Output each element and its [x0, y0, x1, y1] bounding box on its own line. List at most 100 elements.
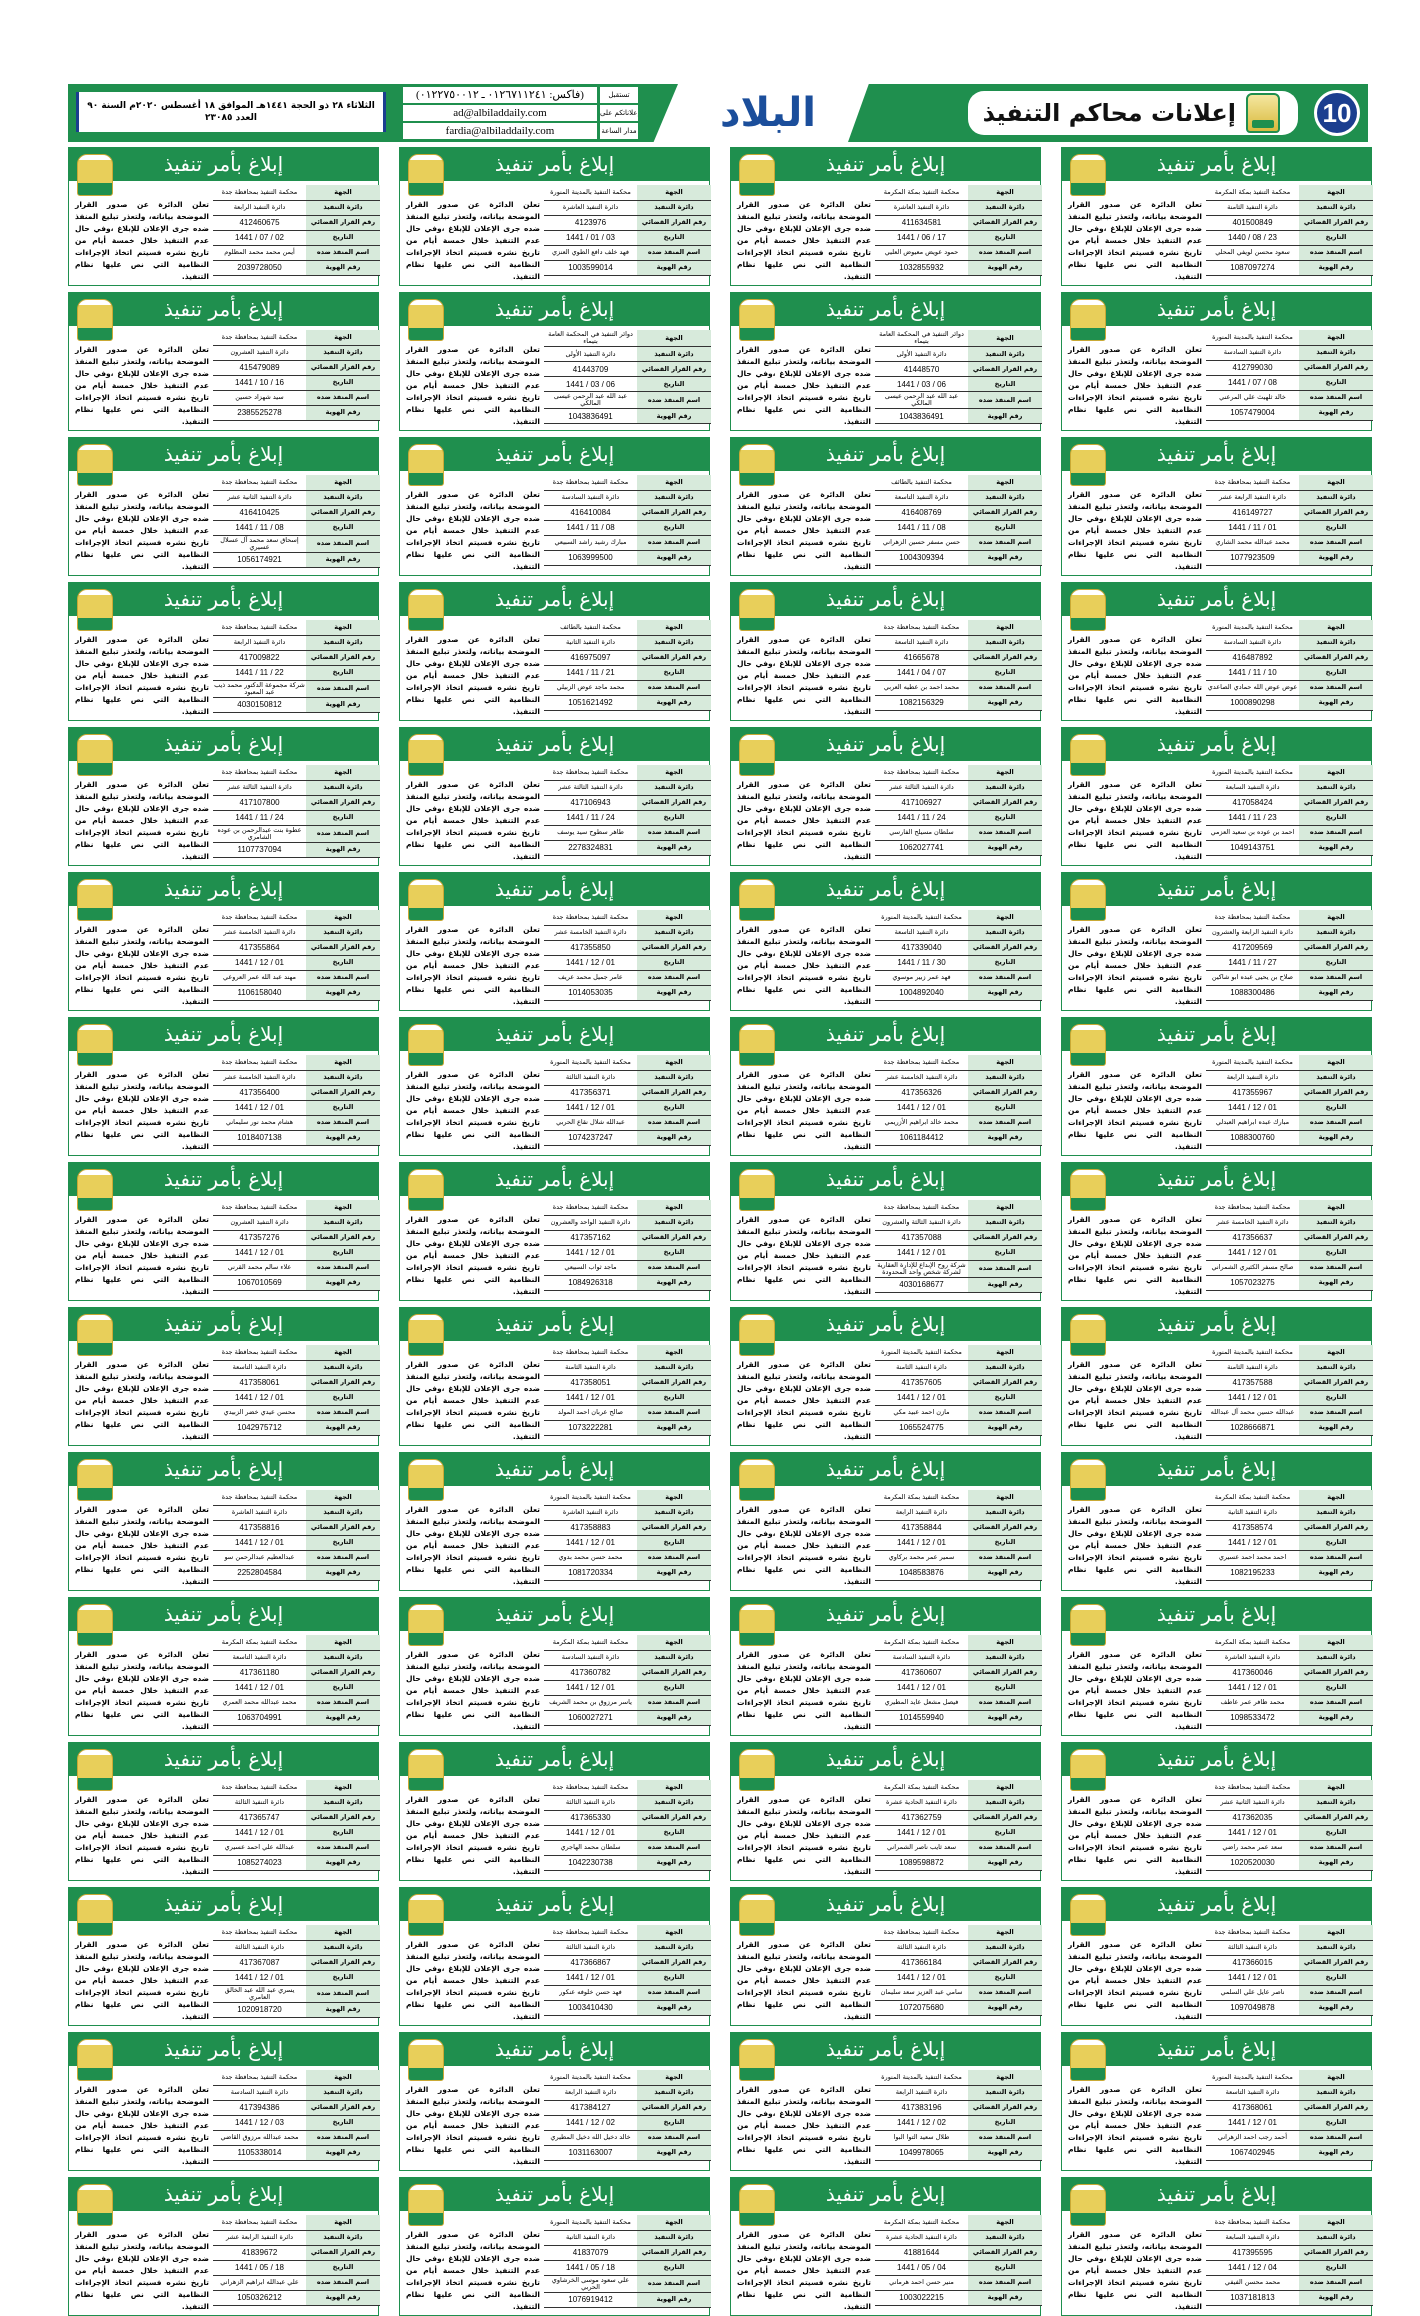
court-emblem-icon [408, 1024, 444, 1066]
notice-content: تعلن الدائرة عن صدور القرار الموضحة بيان… [400, 181, 711, 285]
field-label: رقم القرار القضائي [306, 1375, 380, 1391]
notice-row: اسم المنفذ ضده عطوة بنت عبدالرحمن بن عوده… [213, 825, 380, 843]
field-value: 01 / 12 / 1441 [1206, 1245, 1299, 1261]
execution-notice: إبلاغ بأمر تنفيذ تعلن الدائرة عن صدور الق… [399, 2177, 711, 2316]
notice-title: إبلاغ بأمر تنفيذ [163, 587, 284, 611]
notice-row: التاريخ 23 / 11 / 1441 [1206, 810, 1373, 826]
field-label: الجهة [1299, 910, 1373, 926]
field-value: 1032855932 [875, 260, 968, 276]
contact-email-ads[interactable]: ad@albiladdaily.com [403, 105, 597, 121]
field-value: 1077923509 [1206, 550, 1299, 566]
field-label: الجهة [306, 1635, 380, 1651]
field-value: احمد بن عوده بن سعيد العزمي [1206, 825, 1299, 841]
notice-row: الجهة محكمة التنفيذ بمكة المكرمة [875, 1780, 1042, 1796]
field-label: دائرة التنفيذ [306, 1940, 380, 1956]
field-value: دائرة التنفيذ الثالثة [544, 1070, 637, 1086]
field-label: رقم الهوية [1299, 1130, 1373, 1146]
field-value: 1063999500 [544, 550, 637, 566]
field-label: رقم الهوية [637, 550, 711, 566]
notice-row: رقم القرار القضائي 417358051 [544, 1375, 711, 1391]
notice-content: تعلن الدائرة عن صدور القرار الموضحة بيان… [1062, 471, 1373, 575]
notice-row: رقم القرار القضائي 417394386 [213, 2100, 380, 2116]
notice-row: رقم الهوية 4030150812 [213, 697, 380, 713]
field-value: 41837079 [544, 2245, 637, 2261]
notice-row: رقم القرار القضائي 416487892 [1206, 650, 1373, 666]
field-label: اسم المنفذ ضده [968, 2275, 1042, 2291]
notice-row: الجهة محكمة التنفيذ بمحافظة جدة [213, 185, 380, 201]
field-value: 01 / 12 / 1441 [875, 1680, 968, 1696]
field-value: دائرة التنفيذ الثالثة عشر [213, 780, 306, 796]
notice-row: الجهة محكمة التنفيذ بمحافظة جدة [875, 1925, 1042, 1941]
field-label: التاريخ [637, 810, 711, 826]
field-label: التاريخ [637, 1680, 711, 1696]
field-value: محكمة التنفيذ بمحافظة جدة [213, 1200, 306, 1216]
field-label: التاريخ [306, 1680, 380, 1696]
notice-title: إبلاغ بأمر تنفيذ [494, 1602, 615, 1626]
field-value: 417395595 [1206, 2245, 1299, 2261]
notice-row: التاريخ 01 / 12 / 1441 [213, 1825, 380, 1841]
field-label: رقم الهوية [968, 1277, 1042, 1293]
notice-header: إبلاغ بأمر تنفيذ [731, 728, 1040, 776]
field-label: دائرة التنفيذ [637, 1215, 711, 1231]
field-value: دائرة التنفيذ السابعة [1206, 2230, 1299, 2246]
field-value: 41839672 [213, 2245, 306, 2261]
notice-row: رقم الهوية 1057023275 [1206, 1275, 1373, 1291]
field-label: اسم المنفذ ضده [306, 1840, 380, 1856]
field-value: 1043836491 [875, 408, 968, 424]
notice-title: إبلاغ بأمر تنفيذ [163, 152, 284, 176]
notice-row: الجهة محكمة التنفيذ بالمدينة المنورة [1206, 765, 1373, 781]
field-label: اسم المنفذ ضده [637, 825, 711, 841]
field-value: 1018407138 [213, 1130, 306, 1146]
field-value: 04 / 05 / 1441 [875, 2260, 968, 2276]
field-value: علاء سالم محمد القرني [213, 1260, 306, 1276]
notice-header: إبلاغ بأمر تنفيذ [1062, 148, 1371, 196]
field-value: محكمة التنفيذ بالمدينة المنورة [544, 1490, 637, 1506]
notice-body: تعلن الدائرة عن صدور القرار الموضحة بيان… [406, 925, 540, 1006]
field-value: محكمة التنفيذ بمكة المكرمة [1206, 185, 1299, 201]
field-value: 417358883 [544, 1520, 637, 1536]
field-value: 10 / 11 / 1441 [1206, 665, 1299, 681]
notice-row: اسم المنفذ ضده عامر جميل محمد عريف [544, 970, 711, 986]
field-label: اسم المنفذ ضده [306, 245, 380, 261]
field-label: رقم القرار القضائي [306, 650, 380, 666]
notice-row: الجهة محكمة التنفيذ بالطائف [875, 475, 1042, 491]
notice-content: تعلن الدائرة عن صدور القرار الموضحة بيان… [1062, 906, 1373, 1010]
notice-row: اسم المنفذ ضده مهند عبد الله عمر العروعي [213, 970, 380, 986]
notice-row: رقم الهوية 2252804584 [213, 1565, 380, 1581]
execution-notice: إبلاغ بأمر تنفيذ تعلن الدائرة عن صدور الق… [68, 147, 380, 286]
field-label: اسم المنفذ ضده [306, 970, 380, 986]
field-label: الجهة [306, 185, 380, 201]
notice-body: تعلن الدائرة عن صدور القرار الموضحة بيان… [406, 2085, 540, 2166]
field-label: رقم الهوية [1299, 840, 1373, 856]
court-emblem-icon [77, 444, 113, 486]
field-value: محكمة التنفيذ بمحافظة جدة [213, 475, 306, 491]
notice-row: دائرة التنفيذ دائرة التنفيذ الرابعة [1206, 1070, 1373, 1086]
notice-row: رقم القرار القضائي 4123976 [544, 215, 711, 231]
field-value: 06 / 03 / 1441 [875, 376, 968, 392]
notice-row: دائرة التنفيذ دائرة التنفيذ الثالثة عشر [544, 780, 711, 796]
notice-row: اسم المنفذ ضده محمد احمد بن عطيه العربي [875, 680, 1042, 696]
field-label: التاريخ [1299, 1680, 1373, 1696]
notice-row: الجهة محكمة التنفيذ بمحافظة جدة [213, 620, 380, 636]
contact-email-fardia[interactable]: fardia@albiladdaily.com [403, 123, 597, 139]
execution-notice: إبلاغ بأمر تنفيذ تعلن الدائرة عن صدور الق… [730, 1307, 1042, 1446]
field-label: الجهة [968, 330, 1042, 347]
field-label: الجهة [1299, 765, 1373, 781]
notice-row: دائرة التنفيذ دائرة التنفيذ الثالثة [544, 1940, 711, 1956]
notice-row: التاريخ 21 / 11 / 1441 [544, 665, 711, 681]
field-value: 1057023275 [1206, 1275, 1299, 1291]
court-emblem-icon [739, 1169, 775, 1211]
court-emblem-icon [1070, 589, 1106, 631]
notice-row: رقم القرار القضائي 417356637 [1206, 1230, 1373, 1246]
field-value: محكمة التنفيذ بمحافظة جدة [213, 620, 306, 636]
field-label: الجهة [968, 1345, 1042, 1361]
notice-header: إبلاغ بأمر تنفيذ [1062, 873, 1371, 921]
field-value: 417357588 [1206, 1375, 1299, 1391]
notice-row: رقم الهوية 1067010569 [213, 1275, 380, 1291]
field-value: 1082195233 [1206, 1565, 1299, 1581]
field-value: 1060027271 [544, 1710, 637, 1726]
field-label: اسم المنفذ ضده [968, 1550, 1042, 1566]
notice-header: إبلاغ بأمر تنفيذ [1062, 583, 1371, 631]
field-label: التاريخ [1299, 665, 1373, 681]
field-label: رقم القرار القضائي [1299, 1375, 1373, 1391]
